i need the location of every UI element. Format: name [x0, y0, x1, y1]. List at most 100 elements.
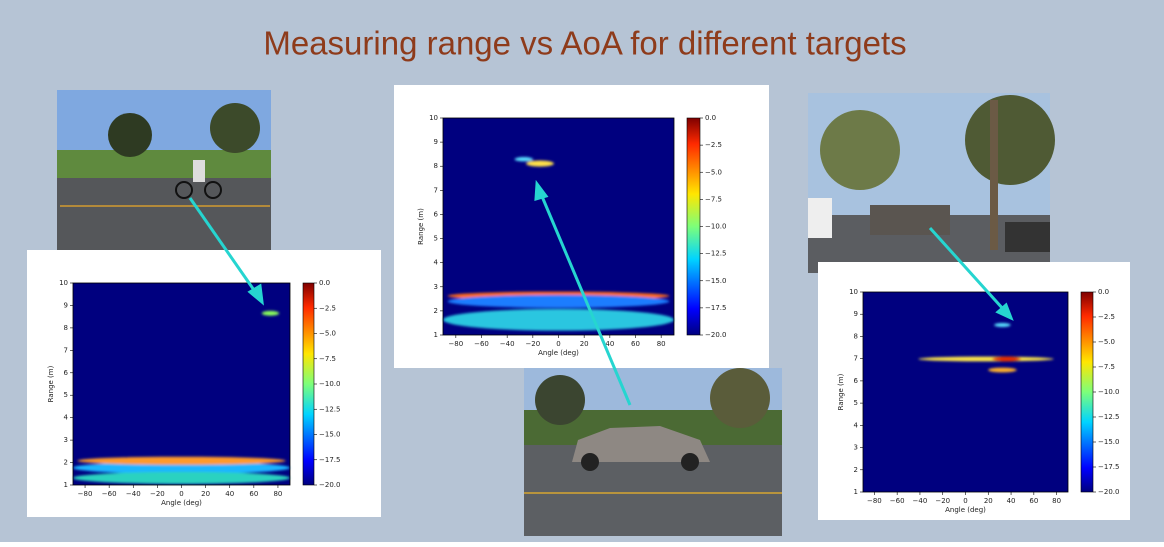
- hotspot: [262, 311, 279, 316]
- y-axis-label: Range (m): [47, 365, 55, 402]
- colorbar-tick-label: −2.5: [319, 304, 336, 312]
- x-tick-label: 80: [1052, 497, 1061, 505]
- hotspot: [73, 472, 290, 484]
- colorbar-tick-label: −17.5: [319, 456, 340, 464]
- colorbar-tick-label: −15.0: [705, 277, 726, 285]
- colorbar-tick-label: −15.0: [319, 431, 340, 439]
- hotspot: [918, 357, 1053, 362]
- colorbar-tick-label: −7.5: [319, 355, 336, 363]
- y-tick-label: 1: [64, 481, 68, 489]
- y-tick-label: 8: [434, 162, 438, 170]
- hotspot: [448, 295, 670, 308]
- x-tick-label: 20: [580, 340, 589, 348]
- y-tick-label: 6: [854, 377, 859, 385]
- x-axis-label: Angle (deg): [945, 506, 986, 514]
- x-tick-label: −80: [867, 497, 882, 505]
- y-tick-label: 2: [854, 466, 858, 474]
- x-tick-label: −40: [500, 340, 515, 348]
- colorbar-tick-label: 0.0: [1098, 288, 1109, 296]
- colorbar-tick-label: −10.0: [705, 223, 726, 231]
- y-tick-label: 10: [849, 288, 858, 296]
- x-tick-label: 0: [179, 490, 183, 498]
- x-tick-label: 80: [273, 490, 282, 498]
- x-tick-label: −60: [890, 497, 905, 505]
- colorbar-tick-label: −12.5: [1098, 413, 1119, 421]
- y-tick-label: 9: [64, 301, 68, 309]
- colorbar: [303, 283, 314, 485]
- hotspot: [992, 357, 1021, 362]
- x-tick-label: 80: [657, 340, 666, 348]
- y-tick-label: 6: [64, 369, 69, 377]
- heatmap: [73, 283, 290, 485]
- photo-car: [524, 368, 782, 536]
- x-tick-label: −60: [102, 490, 117, 498]
- x-axis-label: Angle (deg): [161, 499, 202, 507]
- slide-title: Measuring range vs AoA for different tar…: [263, 25, 906, 62]
- y-tick-label: 7: [434, 186, 438, 194]
- x-tick-label: 60: [1029, 497, 1038, 505]
- y-tick-label: 2: [434, 307, 438, 315]
- hotspot: [77, 457, 285, 465]
- y-tick-label: 1: [434, 331, 438, 339]
- colorbar-tick-label: −17.5: [705, 304, 726, 312]
- y-tick-label: 4: [64, 414, 69, 422]
- photo-truck: [808, 93, 1055, 273]
- x-tick-label: 60: [631, 340, 640, 348]
- colorbar-tick-label: −10.0: [1098, 388, 1119, 396]
- x-axis-label: Angle (deg): [538, 349, 579, 357]
- x-tick-label: −20: [150, 490, 165, 498]
- x-tick-label: −60: [474, 340, 489, 348]
- y-tick-label: 8: [854, 332, 858, 340]
- x-tick-label: −80: [448, 340, 463, 348]
- x-tick-label: −40: [126, 490, 141, 498]
- x-tick-label: 20: [201, 490, 210, 498]
- x-tick-label: 60: [249, 490, 258, 498]
- colorbar: [687, 118, 700, 335]
- slide: Measuring range vs AoA for different tar…: [0, 0, 1164, 542]
- heatmap: [863, 292, 1068, 492]
- y-axis-label: Range (m): [417, 208, 425, 245]
- colorbar-tick-label: −12.5: [319, 405, 340, 413]
- x-tick-label: 20: [984, 497, 993, 505]
- colorbar-tick-label: −2.5: [1098, 313, 1115, 321]
- colorbar: [1081, 292, 1093, 492]
- y-tick-label: 3: [854, 444, 858, 452]
- hotspot: [515, 157, 533, 161]
- colorbar-tick-label: −20.0: [1098, 488, 1119, 496]
- x-tick-label: 0: [556, 340, 560, 348]
- x-tick-label: 0: [963, 497, 967, 505]
- y-tick-label: 5: [64, 391, 68, 399]
- x-tick-label: −20: [525, 340, 540, 348]
- colorbar-tick-label: −5.0: [319, 330, 336, 338]
- colorbar-tick-label: −20.0: [319, 481, 340, 489]
- y-tick-label: 5: [434, 235, 438, 243]
- x-tick-label: −40: [913, 497, 928, 505]
- y-tick-label: 4: [434, 259, 439, 267]
- colorbar-tick-label: 0.0: [705, 114, 716, 122]
- y-tick-label: 10: [59, 279, 68, 287]
- colorbar-tick-label: −12.5: [705, 250, 726, 258]
- y-tick-label: 9: [434, 138, 438, 146]
- y-tick-label: 10: [429, 114, 438, 122]
- colorbar-tick-label: −2.5: [705, 141, 722, 149]
- hotspot: [988, 368, 1017, 373]
- x-tick-label: 40: [1007, 497, 1016, 505]
- y-axis-label: Range (m): [837, 373, 845, 410]
- y-tick-label: 5: [854, 399, 858, 407]
- x-tick-label: −80: [78, 490, 93, 498]
- hotspot: [526, 161, 554, 167]
- y-tick-label: 6: [434, 210, 439, 218]
- y-tick-label: 3: [64, 436, 68, 444]
- colorbar-tick-label: −5.0: [705, 168, 722, 176]
- y-tick-label: 8: [64, 324, 68, 332]
- colorbar-tick-label: −20.0: [705, 331, 726, 339]
- colorbar-tick-label: 0.0: [319, 279, 330, 287]
- colorbar-tick-label: −10.0: [319, 380, 340, 388]
- colorbar-tick-label: −5.0: [1098, 338, 1115, 346]
- photo-cyclist: [57, 90, 271, 250]
- y-tick-label: 1: [854, 488, 858, 496]
- x-tick-label: −20: [935, 497, 950, 505]
- hotspot: [443, 309, 674, 331]
